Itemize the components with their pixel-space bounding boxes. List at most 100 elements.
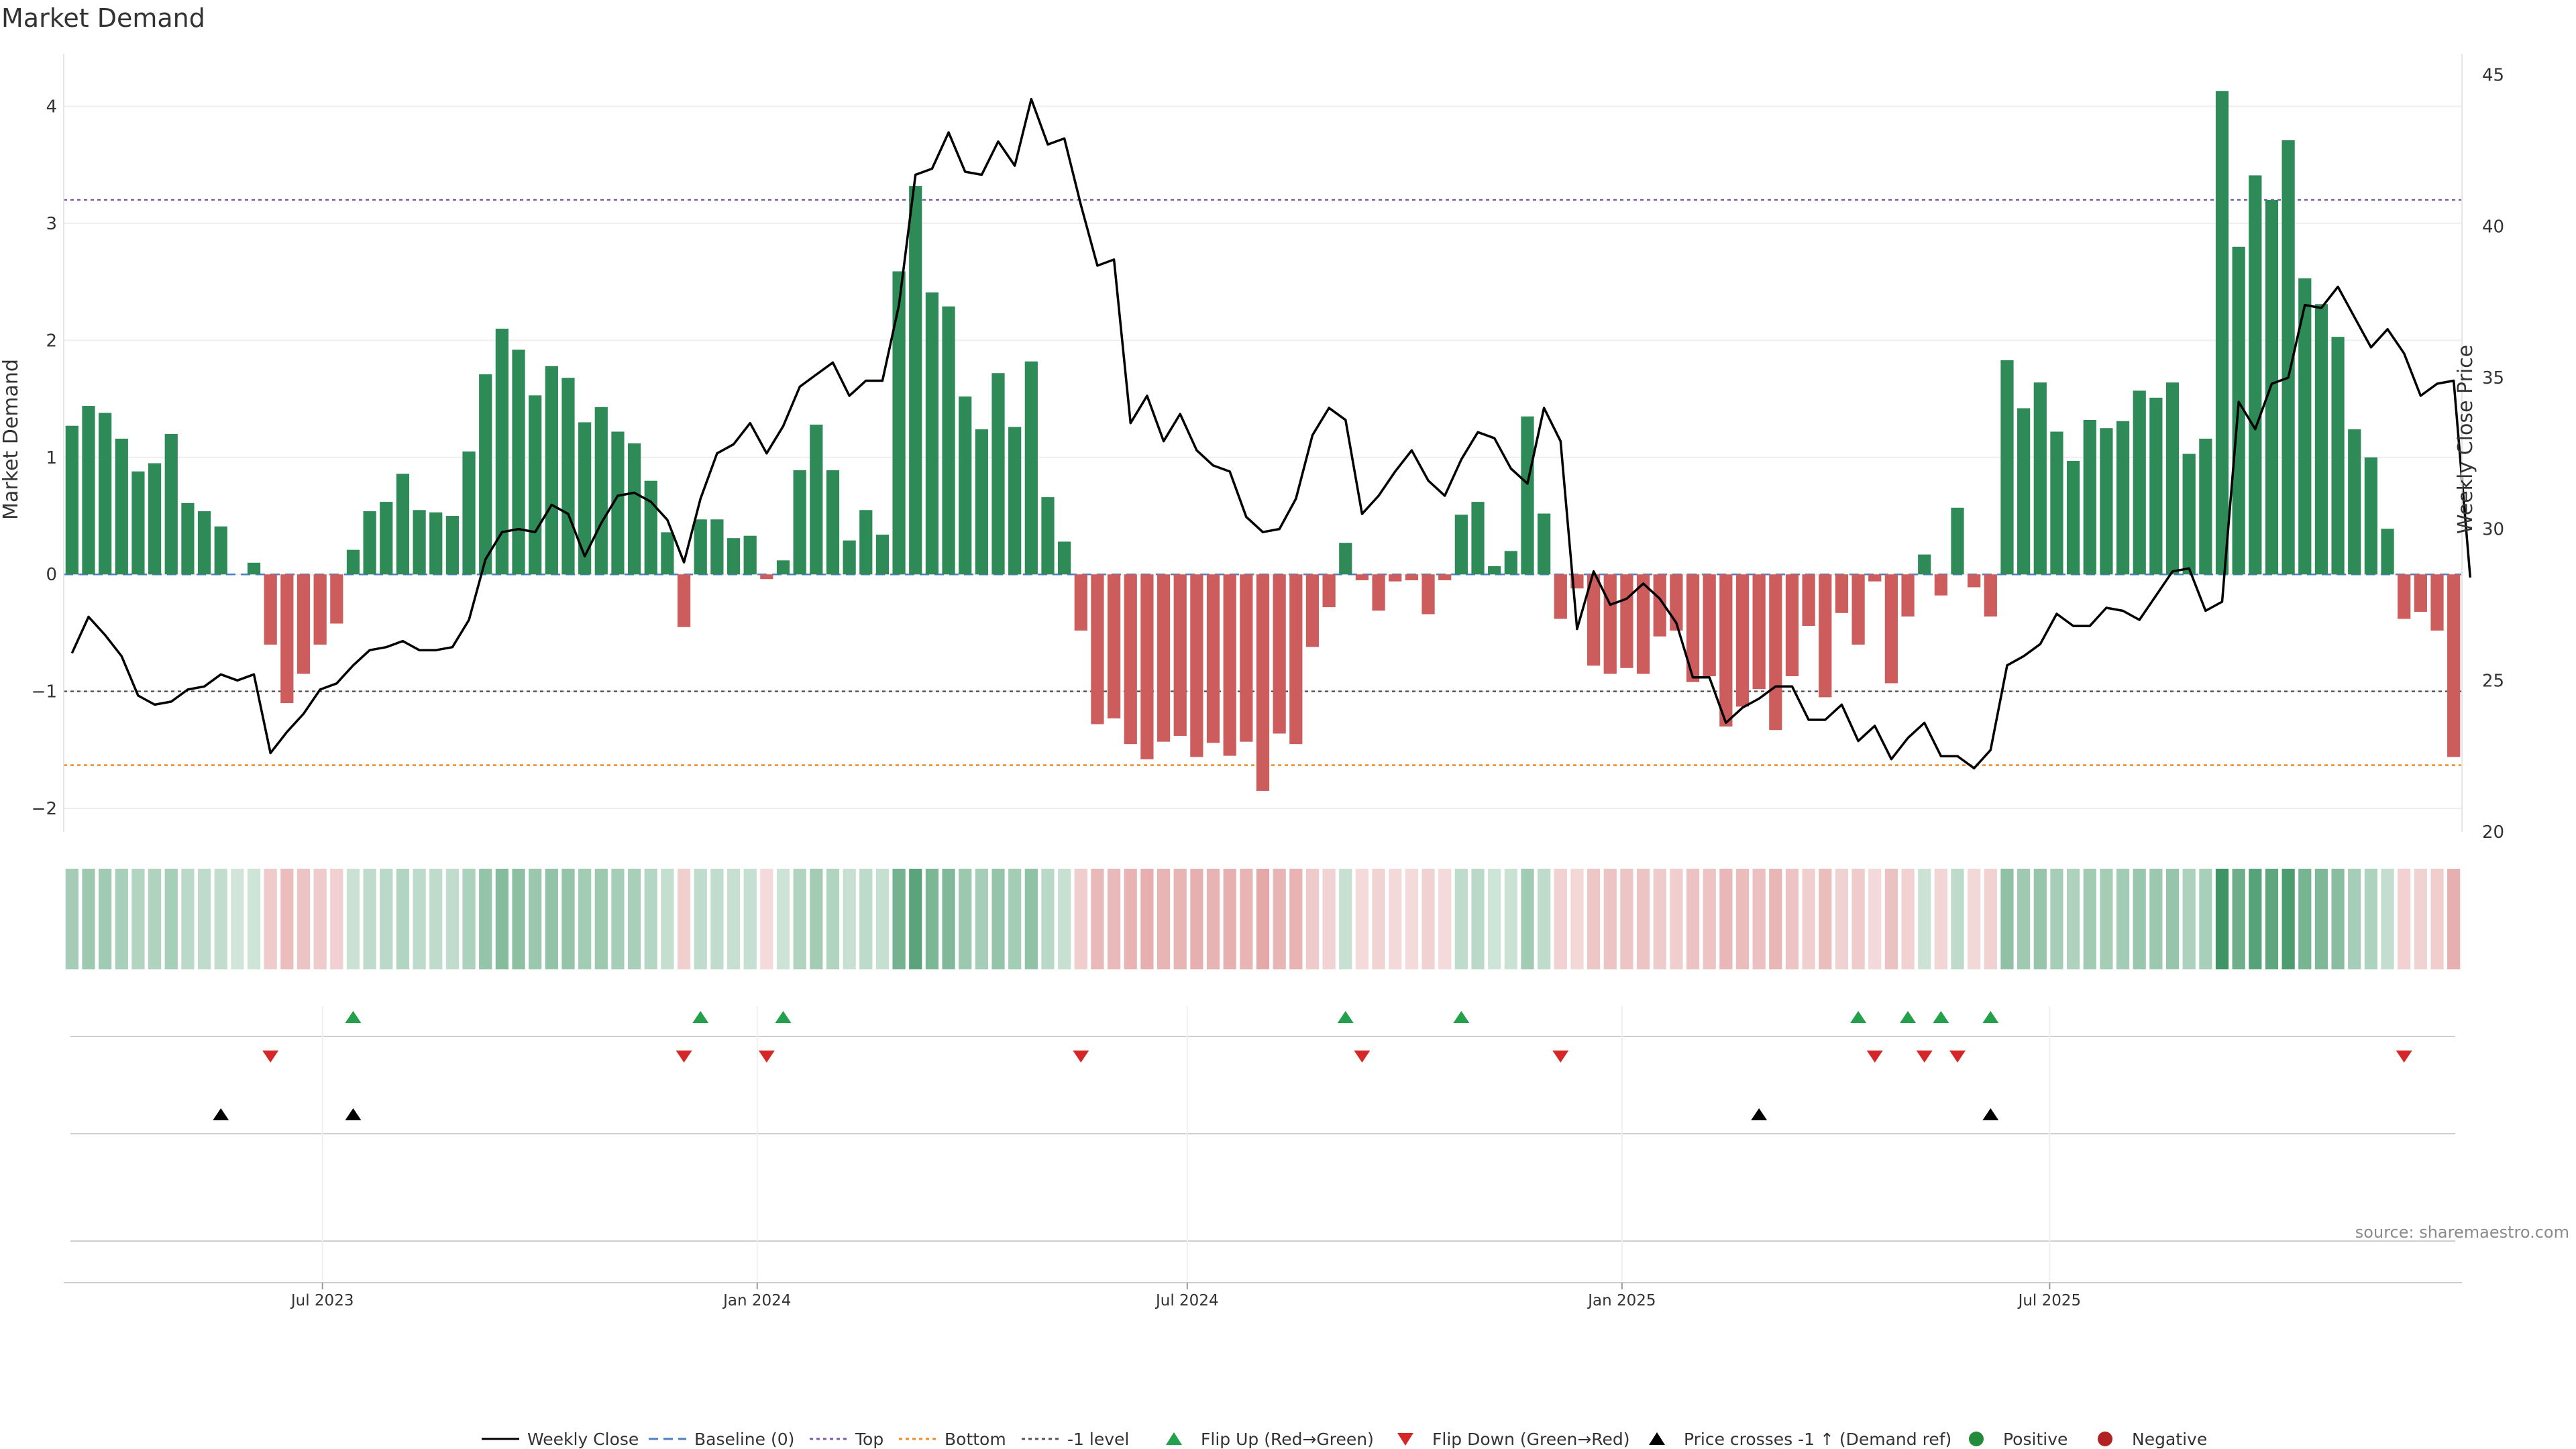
demand-heat-cell	[1372, 869, 1385, 969]
demand-heat-cell	[561, 869, 575, 969]
demand-bar	[82, 406, 95, 575]
y-tick-label: 2	[46, 331, 57, 351]
flip-down-marker	[1866, 1051, 1883, 1063]
y-tick-label: 1	[46, 448, 57, 468]
demand-bar	[1091, 574, 1104, 724]
demand-heat-cell	[297, 869, 311, 969]
demand-bar	[148, 463, 162, 575]
demand-heat-cell	[2066, 869, 2080, 969]
demand-heat-cell	[1670, 869, 1683, 969]
demand-heat-cell	[1322, 869, 1336, 969]
demand-bar	[363, 511, 376, 575]
demand-bar	[1389, 574, 1402, 582]
demand-heat-cell	[677, 869, 691, 969]
demand-bar	[1901, 574, 1915, 617]
demand-heat-cell	[1901, 869, 1915, 969]
chart-title: Market Demand	[1, 3, 205, 33]
x-tick-label: Jan 2025	[1587, 1292, 1656, 1309]
demand-heat-strip	[65, 869, 2461, 969]
demand-bar	[2249, 175, 2262, 575]
demand-heat-cell	[1603, 869, 1617, 969]
flip-up-marker	[1337, 1011, 1354, 1023]
demand-heat-cell	[1934, 869, 1947, 969]
demand-bar	[2165, 382, 2180, 575]
demand-bar	[793, 470, 806, 575]
demand-heat-cell	[1587, 869, 1601, 969]
demand-bar	[909, 186, 922, 575]
legend-swatch-triangle-up	[1649, 1432, 1665, 1445]
demand-heat-cell	[479, 869, 492, 969]
demand-heat-cell	[2381, 869, 2394, 969]
demand-heat-cell	[1008, 869, 1022, 969]
demand-bar	[2298, 278, 2312, 575]
demand-bar	[65, 425, 78, 575]
y2-tick-label: 40	[2482, 217, 2504, 237]
demand-bar	[181, 502, 195, 575]
demand-heat-cell	[1918, 869, 1931, 969]
demand-heat-cell	[2199, 869, 2212, 969]
price-cross-marker	[1982, 1108, 1999, 1120]
y-axis-title: Market Demand	[0, 359, 23, 520]
axes: −2 −1 0 1 2 3 4 20 25 30 35 40 45	[32, 54, 2504, 843]
demand-bar	[1719, 574, 1733, 727]
demand-heat-cell	[710, 869, 724, 969]
flip-up-marker	[1850, 1011, 1867, 1023]
demand-bar	[1603, 574, 1617, 674]
demand-bar	[776, 560, 790, 575]
y2-tick-label: 30	[2482, 520, 2504, 540]
demand-heat-cell	[942, 869, 955, 969]
demand-bar	[247, 562, 261, 575]
demand-bar	[925, 292, 939, 575]
demand-heat-cell	[2414, 869, 2427, 969]
demand-heat-cell	[396, 869, 410, 969]
demand-heat-cell	[2116, 869, 2130, 969]
demand-bar	[1339, 543, 1352, 575]
demand-heat-cell	[661, 869, 674, 969]
demand-bar	[1124, 574, 1137, 745]
demand-heat-cell	[1074, 869, 1087, 969]
demand-bar	[115, 438, 128, 575]
event-markers-panel	[70, 1006, 2455, 1281]
y-tick-label: −2	[32, 799, 57, 819]
legend-label: Positive	[2003, 1430, 2068, 1449]
demand-heat-cell	[181, 869, 195, 969]
demand-heat-cell	[1884, 869, 1898, 969]
demand-bar	[2083, 419, 2096, 575]
demand-heat-cell	[1703, 869, 1716, 969]
demand-bar	[743, 535, 757, 575]
y2-tick-label: 35	[2482, 368, 2504, 388]
demand-bar	[1074, 574, 1087, 631]
demand-bar	[991, 373, 1005, 575]
demand-bar	[1405, 574, 1419, 580]
flip-up-marker	[775, 1011, 792, 1023]
demand-heat-cell	[743, 869, 757, 969]
demand-heat-cell	[495, 869, 508, 969]
flip-down-marker	[1073, 1051, 1089, 1063]
legend: Weekly Close Baseline (0) Top Bottom -1 leve…	[482, 1430, 2207, 1449]
legend-label: Flip Down (Green→Red)	[1432, 1430, 1630, 1449]
demand-bar	[2447, 574, 2461, 757]
demand-bar	[1190, 574, 1203, 757]
demand-heat-cell	[148, 869, 162, 969]
demand-bar	[810, 424, 823, 575]
demand-bar	[1322, 574, 1336, 608]
demand-heat-cell	[1636, 869, 1650, 969]
demand-heat-cell	[1240, 869, 1253, 969]
demand-bar	[1752, 574, 1766, 690]
demand-heat-cell	[760, 869, 773, 969]
demand-bar	[1008, 427, 1022, 575]
demand-heat-cell	[1041, 869, 1055, 969]
demand-bar	[942, 306, 955, 575]
demand-heat-cell	[2265, 869, 2279, 969]
demand-bar	[2100, 428, 2113, 575]
demand-heat-cell	[445, 869, 460, 969]
demand-heat-cell	[115, 869, 128, 969]
demand-bar	[1769, 574, 1782, 731]
weekly-close-line	[70, 97, 2472, 769]
demand-bar	[1140, 574, 1154, 759]
flip-up-marker	[1453, 1011, 1470, 1023]
y-tick-label: 4	[46, 97, 57, 117]
demand-heat-cell	[2282, 869, 2295, 969]
demand-bar	[1735, 574, 1750, 707]
demand-heat-cell	[1554, 869, 1567, 969]
